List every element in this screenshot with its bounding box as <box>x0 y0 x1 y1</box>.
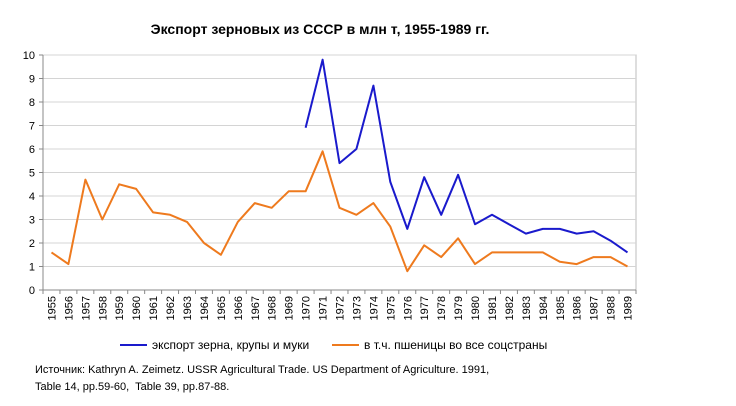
x-tick-label: 1980 <box>470 296 482 320</box>
x-tick-label: 1986 <box>572 296 584 320</box>
axes <box>39 54 637 294</box>
y-tick-label: 3 <box>29 215 35 227</box>
source-line-1: Источник: Kathryn A. Zeimetz. USSR Agric… <box>35 364 490 376</box>
x-tick-label: 1958 <box>97 296 109 320</box>
x-tick-label: 1959 <box>114 296 126 320</box>
x-tick-label: 1969 <box>284 296 296 320</box>
x-tick-label: 1963 <box>182 296 194 320</box>
y-tick-label: 1 <box>29 262 35 274</box>
x-tick-label: 1987 <box>589 296 601 320</box>
x-tick-label: 1961 <box>148 296 160 320</box>
x-tick-label: 1960 <box>131 296 143 320</box>
x-tick-label: 1977 <box>419 296 431 320</box>
x-tick-label: 1984 <box>538 296 550 320</box>
y-tick-label: 10 <box>23 50 35 62</box>
legend-label-export: экспорт зерна, крупы и муки <box>152 338 309 352</box>
y-tick-label: 5 <box>29 168 35 180</box>
x-tick-label: 1982 <box>504 296 516 320</box>
x-tick-label: 1988 <box>606 296 618 320</box>
y-tick-labels: 0 1 2 3 4 5 6 7 8 9 10 <box>23 50 35 297</box>
x-tick-label: 1981 <box>487 296 499 320</box>
source-note: Источник: Kathryn A. Zeimetz. USSR Agric… <box>35 362 555 396</box>
source-line-2: Table 14, pp.59-60, Table 39, pp.87-88. <box>35 381 230 393</box>
y-tick-label: 4 <box>29 191 35 203</box>
legend: экспорт зерна, крупы и муки в т.ч. пшени… <box>120 338 547 352</box>
x-tick-label: 1976 <box>402 296 414 320</box>
series-line-export <box>304 58 629 254</box>
x-tick-label: 1965 <box>216 296 228 320</box>
chart: Экспорт зерновых из СССР в млн т, 1955-1… <box>23 21 637 352</box>
x-tick-label: 1970 <box>301 296 313 320</box>
y-tick-label: 9 <box>29 74 35 86</box>
x-tick-label: 1972 <box>335 296 347 320</box>
x-tick-label: 1978 <box>436 296 448 320</box>
y-tick-label: 0 <box>29 285 35 297</box>
x-tick-label: 1971 <box>318 296 330 320</box>
x-tick-label: 1974 <box>368 296 380 320</box>
x-tick-label: 1975 <box>385 296 397 320</box>
x-tick-label: 1989 <box>623 296 635 320</box>
x-tick-label: 1968 <box>267 296 279 320</box>
x-tick-label: 1964 <box>199 296 211 320</box>
series-line-wheat <box>50 150 628 273</box>
x-tick-label: 1979 <box>453 296 465 320</box>
legend-label-wheat: в т.ч. пшеницы во все соцстраны <box>364 338 547 352</box>
x-tick-label: 1955 <box>46 296 58 320</box>
y-tick-label: 6 <box>29 144 35 156</box>
x-tick-label: 1957 <box>80 296 92 320</box>
x-tick-label: 1966 <box>233 296 245 320</box>
y-tick-label: 2 <box>29 238 35 250</box>
x-tick-label: 1985 <box>555 296 567 320</box>
series-lines <box>50 58 629 273</box>
x-tick-label: 1973 <box>351 296 363 320</box>
y-tick-label: 8 <box>29 97 35 109</box>
chart-title: Экспорт зерновых из СССР в млн т, 1955-1… <box>151 21 490 37</box>
x-tick-label: 1956 <box>63 296 75 320</box>
x-tick-label: 1962 <box>165 296 177 320</box>
x-tick-labels: 1955 1956 1957 1958 1959 1960 1961 1962 1963 1964… <box>46 296 634 320</box>
x-tick-label: 1967 <box>250 296 262 320</box>
y-tick-label: 7 <box>29 121 35 133</box>
x-tick-label: 1983 <box>521 296 533 320</box>
